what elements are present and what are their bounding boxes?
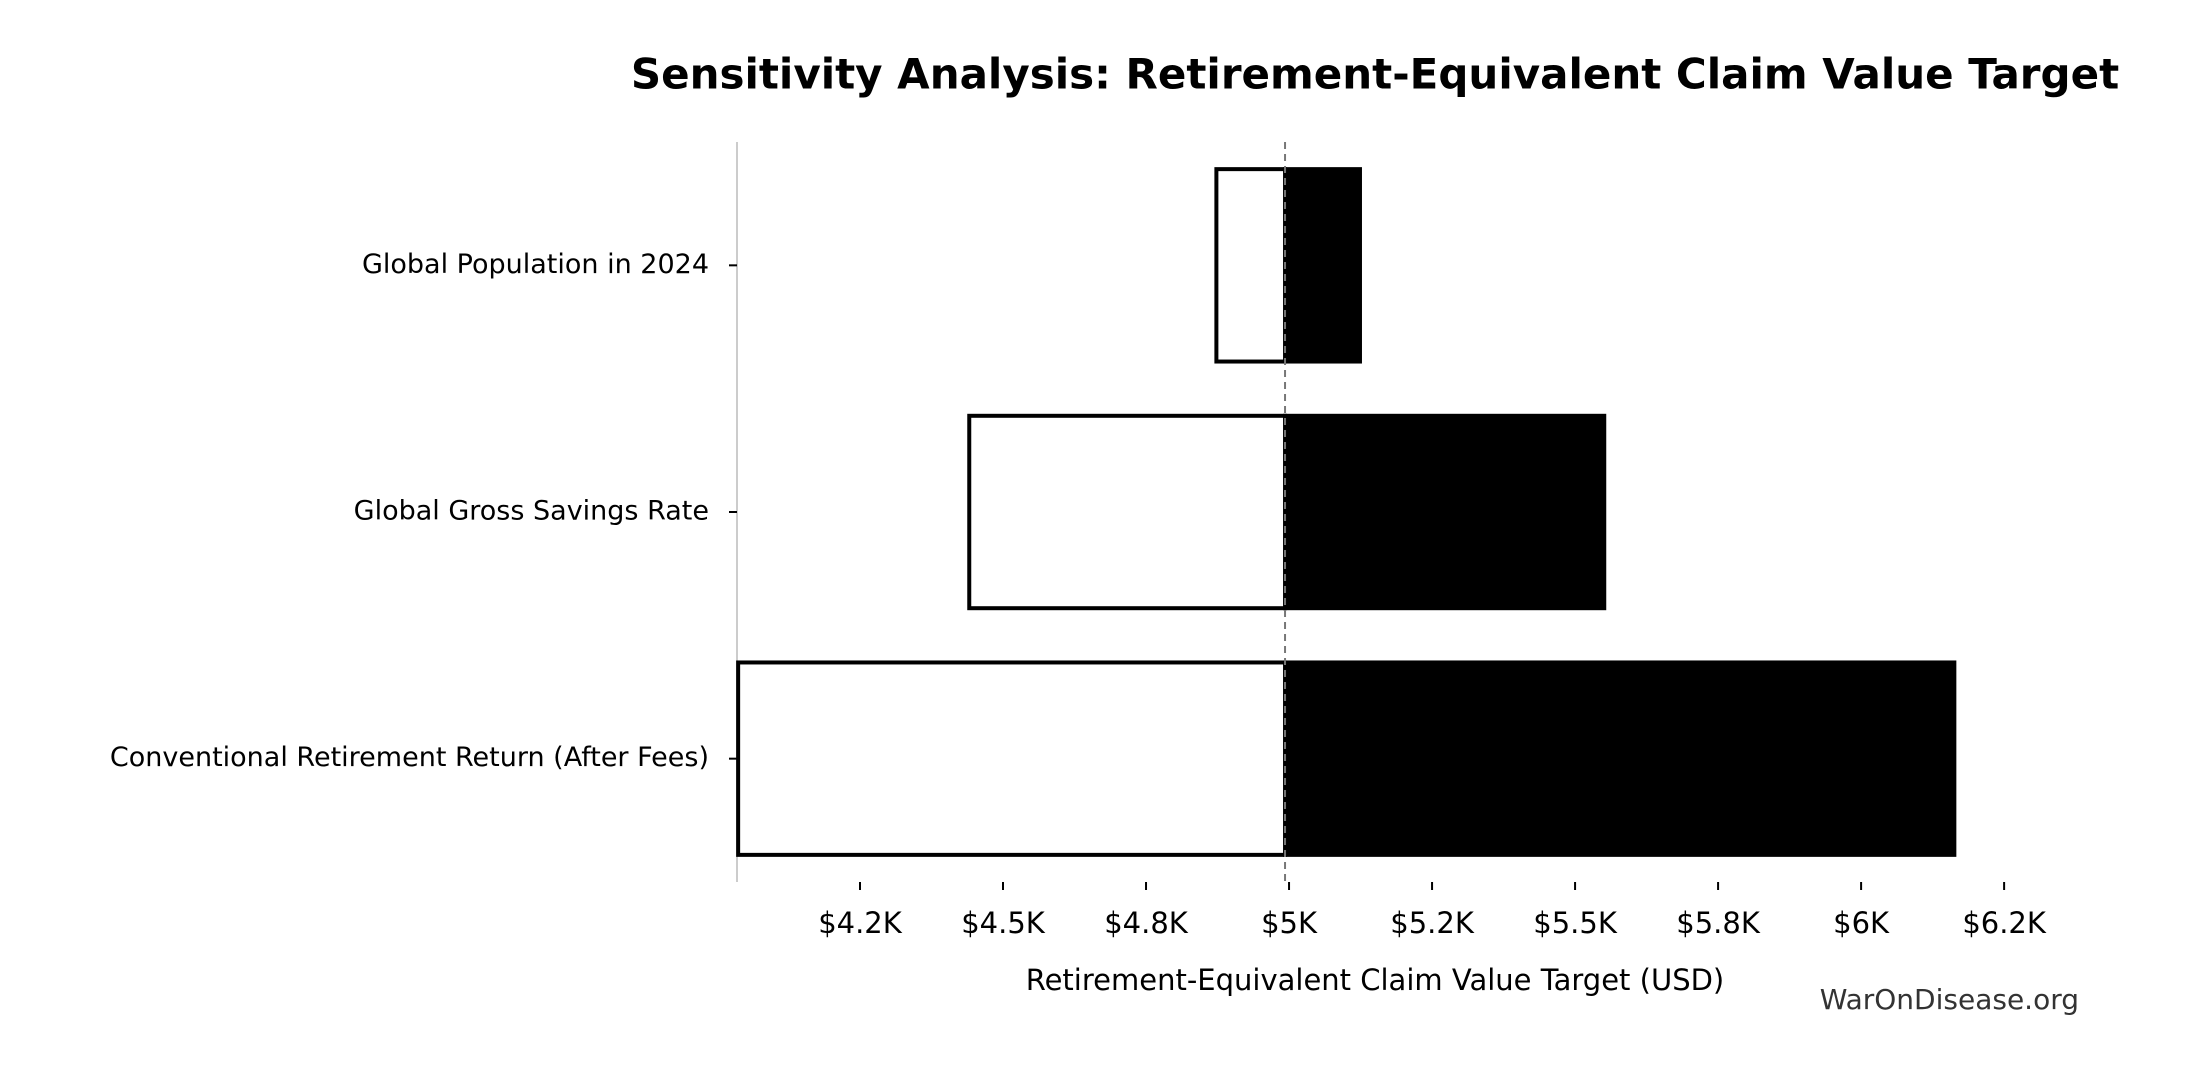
chart-title: Sensitivity Analysis: Retirement-Equival… (631, 50, 2119, 99)
x-tick-label: $4.2K (818, 906, 903, 940)
y-tick-label: Global Gross Savings Rate (354, 496, 709, 527)
x-tick-label: $5.8K (1676, 906, 1761, 940)
x-tick-label: $4.8K (1104, 906, 1189, 940)
x-tick-label: $5K (1261, 906, 1318, 940)
low-bar (736, 660, 1288, 857)
y-tick-label: Global Population in 2024 (362, 249, 709, 280)
x-tick-label: $5.2K (1390, 906, 1475, 940)
x-tick-label: $6K (1833, 906, 1890, 940)
high-bar (1283, 413, 1607, 611)
low-bar (967, 413, 1288, 611)
watermark: WarOnDisease.org (1820, 983, 2079, 1016)
x-tick-label: $5.5K (1533, 906, 1618, 940)
x-tick-label: $6.2K (1962, 906, 2047, 940)
high-bar (1283, 167, 1362, 364)
x-axis-label: Retirement-Equivalent Claim Value Target… (1026, 963, 1725, 997)
x-tick-label: $4.5K (961, 906, 1046, 940)
high-bar (1283, 660, 1957, 857)
low-bar (1214, 167, 1288, 364)
y-tick-label: Conventional Retirement Return (After Fe… (110, 742, 709, 773)
